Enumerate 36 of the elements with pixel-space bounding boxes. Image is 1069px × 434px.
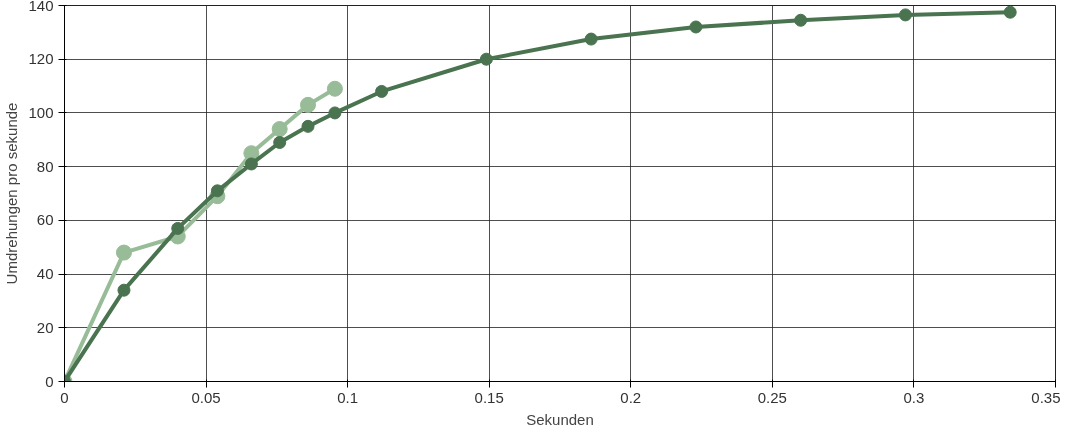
x-tick-label: 0.05 — [191, 388, 221, 406]
y-tick-label: 100 — [28, 103, 54, 121]
x-tick-label: 0 — [60, 388, 69, 406]
point — [375, 84, 389, 98]
x-tick-label: 0.15 — [474, 388, 504, 406]
y-tick-label: 40 — [36, 265, 54, 283]
point — [300, 96, 316, 113]
x-tick-label: 0.25 — [757, 388, 787, 406]
point — [117, 283, 131, 297]
x-tick-label: 0.3 — [903, 388, 925, 406]
x-tick-label: 0.35 — [1031, 388, 1061, 406]
point — [328, 106, 342, 120]
y-axis-title: Umdrehungen pro sekunde — [3, 102, 21, 285]
y-tick-label: 80 — [36, 157, 54, 175]
point — [898, 8, 912, 22]
y-tick-label: 20 — [36, 318, 54, 336]
point — [271, 121, 288, 138]
y-tick-label: 140 — [28, 0, 54, 14]
y-tick-label: 60 — [36, 211, 54, 229]
point — [479, 52, 493, 66]
point — [171, 221, 185, 235]
point — [115, 244, 132, 261]
point — [244, 157, 258, 171]
x-tick-label: 0.2 — [620, 388, 642, 406]
point — [326, 80, 343, 97]
x-axis-title: Sekunden — [526, 410, 594, 428]
point — [210, 184, 224, 198]
point — [584, 32, 598, 46]
point — [273, 135, 287, 149]
y-tick-label: 0 — [45, 372, 54, 390]
y-tick-label: 120 — [28, 50, 54, 68]
point — [1003, 5, 1017, 19]
point — [794, 13, 808, 27]
point — [689, 20, 703, 34]
point — [301, 119, 315, 133]
x-tick-label: 0.1 — [337, 388, 359, 406]
